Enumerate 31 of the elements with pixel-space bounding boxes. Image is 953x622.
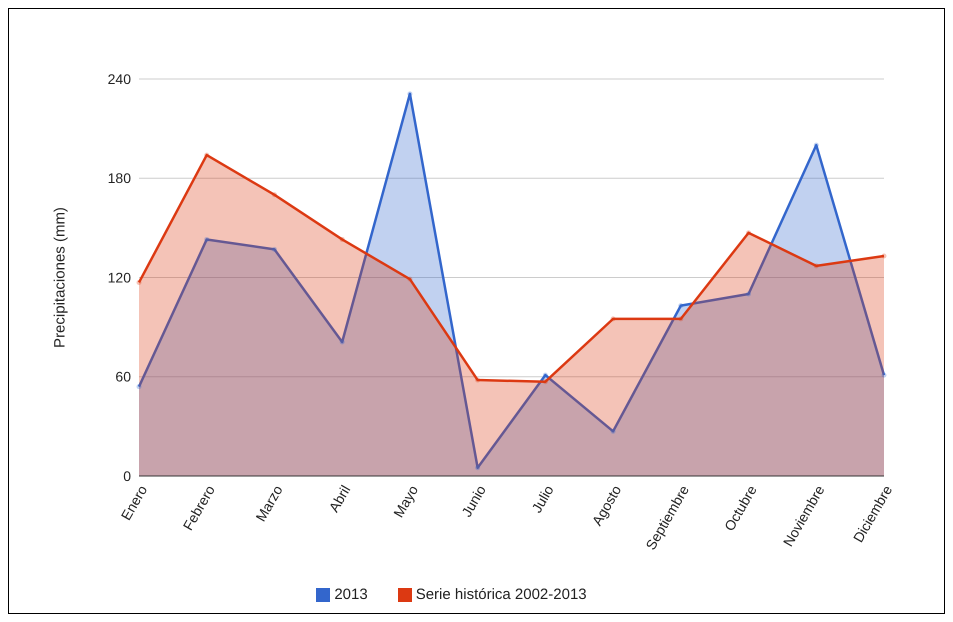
point	[475, 465, 480, 470]
point	[407, 91, 412, 96]
y-axis-title: Precipitaciones (mm)	[51, 207, 68, 348]
point	[475, 378, 480, 383]
point	[610, 428, 616, 434]
point	[340, 340, 345, 345]
legend-label: 2013	[334, 586, 368, 603]
point	[542, 372, 548, 378]
point	[746, 292, 752, 297]
legend-label: Serie histórica 2002-2013	[416, 586, 587, 603]
point	[678, 303, 684, 308]
point	[882, 372, 886, 378]
point	[678, 316, 684, 322]
point	[204, 236, 210, 242]
point	[272, 192, 277, 198]
point	[136, 384, 142, 390]
point	[407, 276, 412, 282]
point	[340, 236, 345, 242]
y-tick-label: 180	[108, 170, 132, 186]
y-tick-label: 240	[108, 70, 132, 87]
y-tick-label: 60	[115, 368, 132, 385]
point	[882, 253, 886, 258]
point	[542, 379, 548, 384]
point	[204, 152, 210, 158]
point	[814, 263, 819, 268]
point	[610, 316, 616, 322]
point	[136, 280, 142, 285]
point	[746, 230, 752, 236]
y-tick-label: 0	[123, 468, 132, 484]
point	[272, 246, 277, 252]
y-tick-label: 120	[108, 269, 132, 286]
